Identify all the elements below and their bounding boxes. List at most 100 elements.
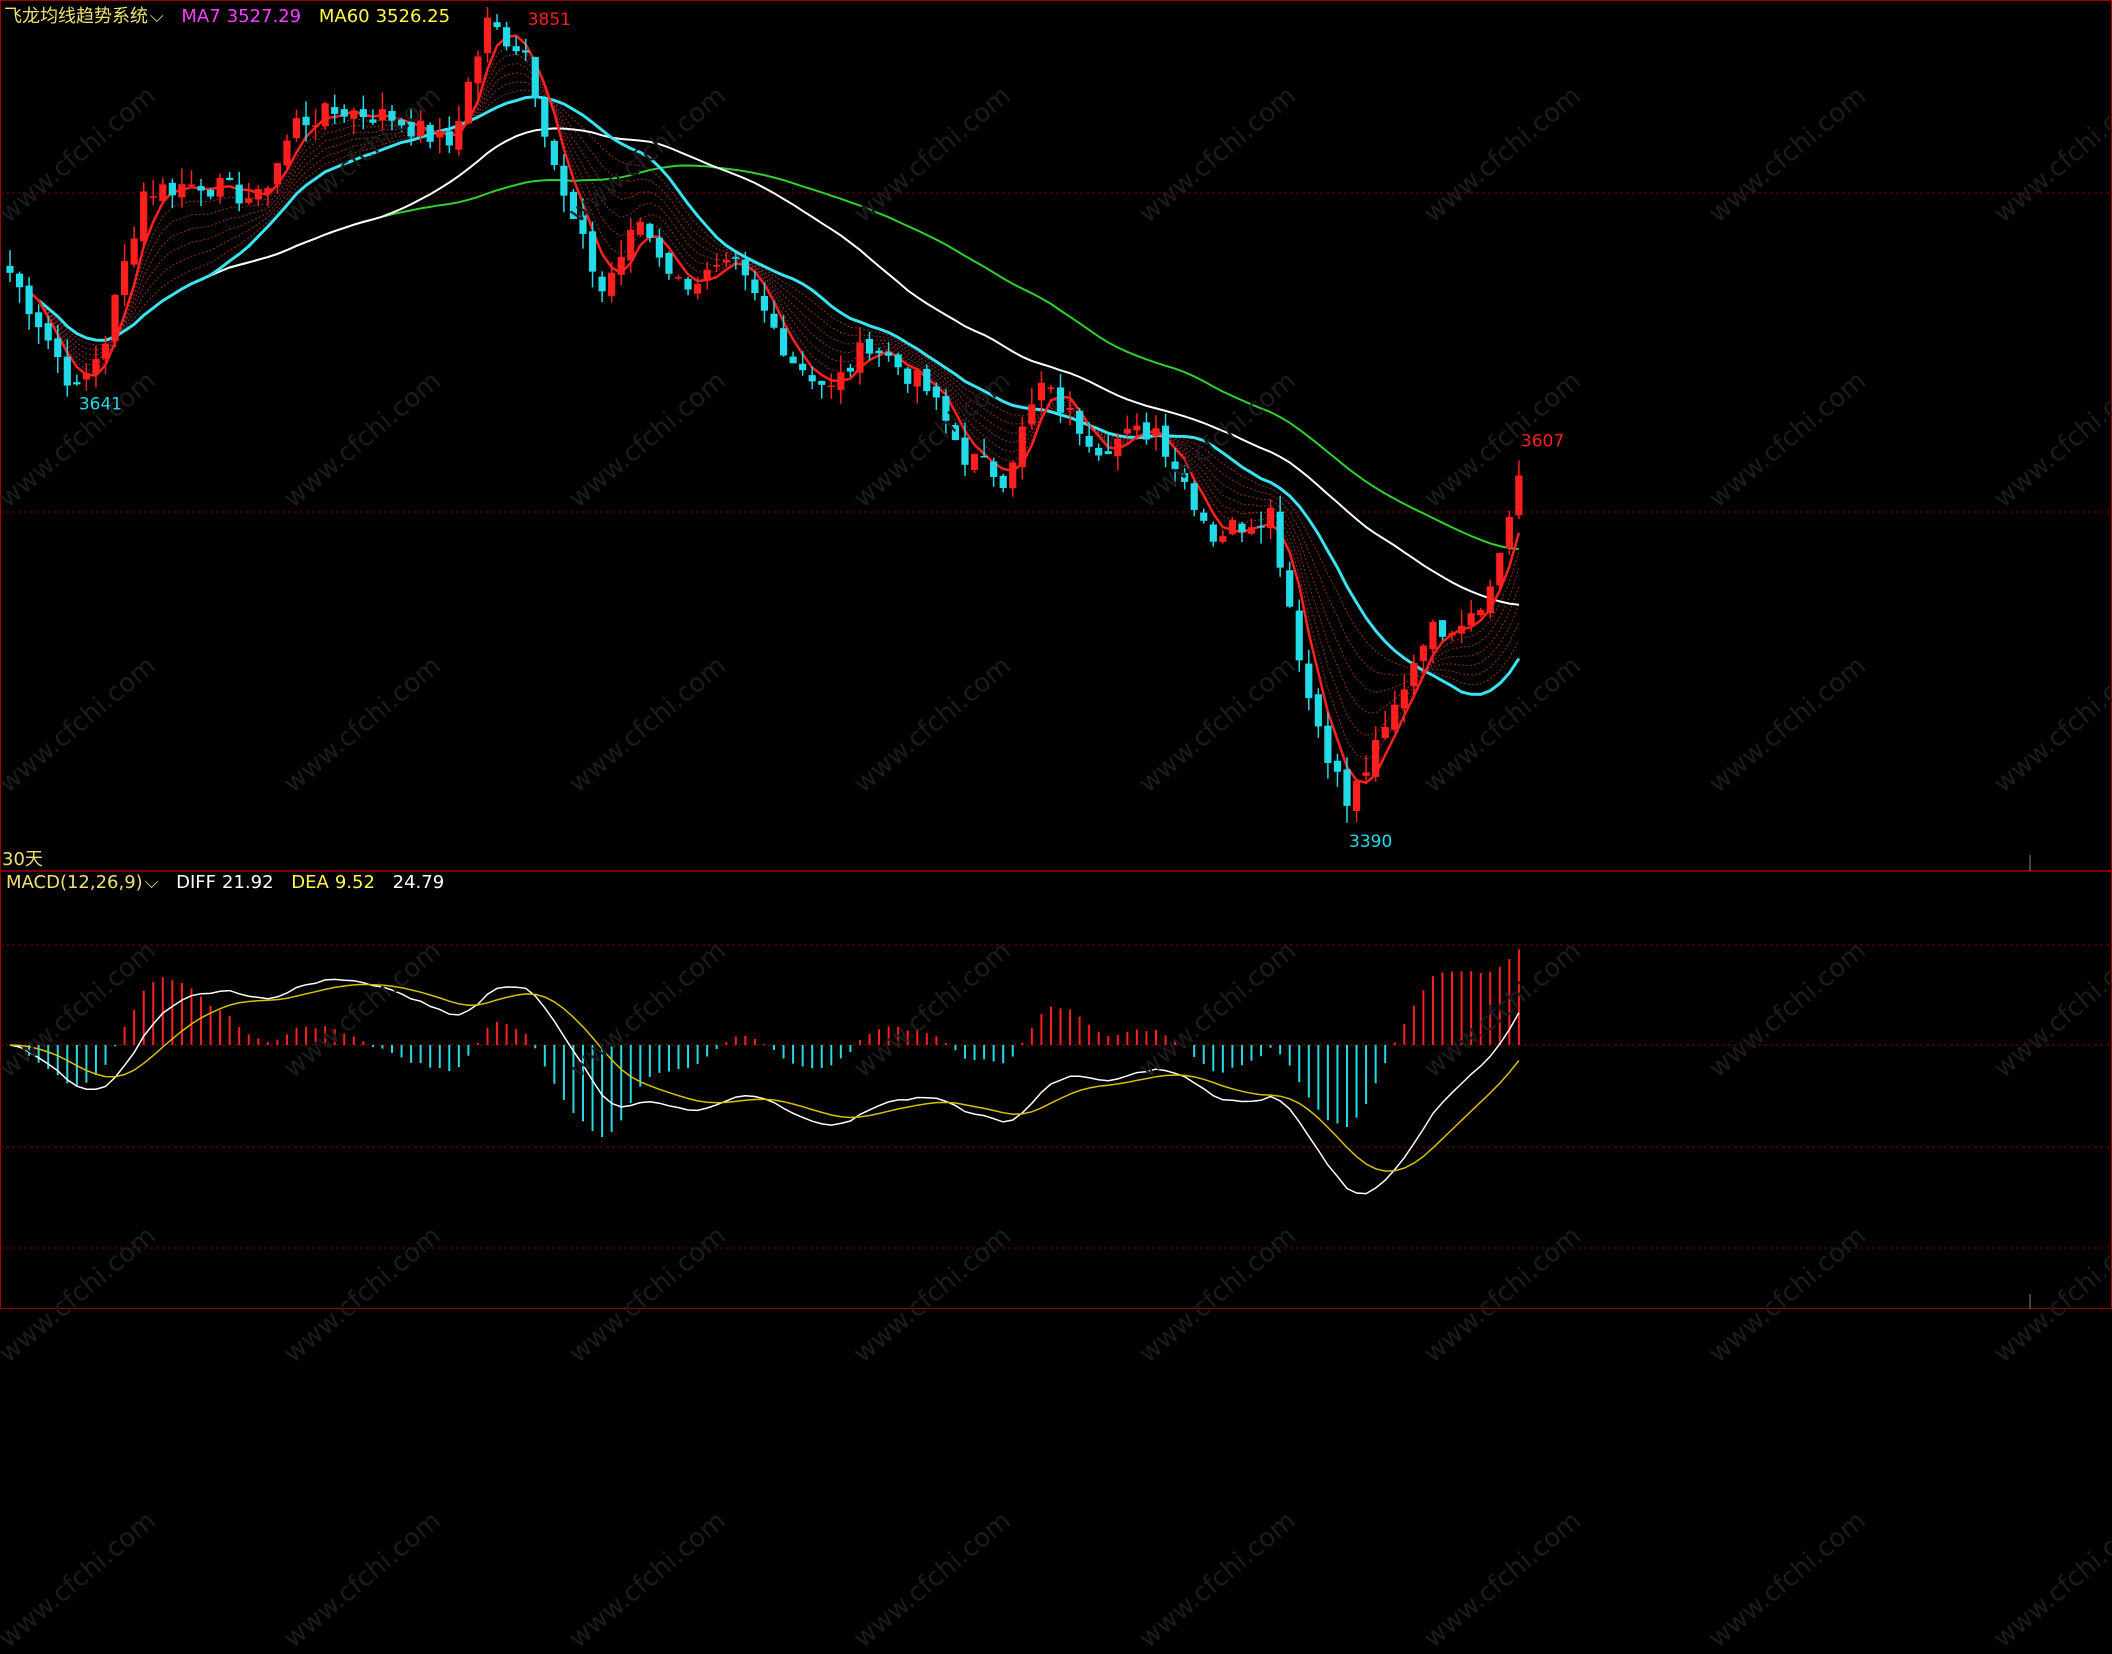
candle-body <box>588 231 597 272</box>
macd-value: 24.79 <box>392 872 445 893</box>
candle-body <box>445 131 453 146</box>
candle-body <box>340 109 348 117</box>
candle-body <box>1429 621 1437 650</box>
candle-body <box>550 140 558 166</box>
candle-body <box>1391 704 1399 730</box>
watermark-text: www.cfchi.com <box>0 1505 162 1654</box>
candle-body <box>579 215 587 234</box>
candle-body <box>245 198 253 203</box>
candle-body <box>359 109 367 118</box>
candle-body <box>1343 769 1351 806</box>
candle-body <box>1515 475 1523 516</box>
candle-body <box>837 372 845 390</box>
candle-body <box>703 269 711 281</box>
watermark-text: www.cfchi.com <box>848 1505 1017 1654</box>
ma60-label: MA60 <box>318 6 370 27</box>
ma-cyan-line <box>37 95 1521 696</box>
price-annotation: 3851 <box>528 10 571 30</box>
candle-body <box>942 396 950 421</box>
candle-body <box>264 188 272 194</box>
candle-body <box>779 328 788 356</box>
candle-body <box>856 342 864 373</box>
candle-body <box>474 56 482 84</box>
ma-ribbon-line <box>28 89 1520 686</box>
candle-body <box>101 343 110 359</box>
candle-body <box>1352 780 1361 812</box>
candle-body <box>283 140 291 166</box>
candle-body <box>808 375 816 382</box>
candle-body <box>187 184 196 187</box>
indicator-name[interactable]: 飞龙均线趋势系统 <box>4 6 148 27</box>
price-annotation: 3641 <box>79 395 122 415</box>
candle-body <box>560 165 568 196</box>
watermark-text: www.cfchi.com <box>1703 1505 1872 1654</box>
diff-line <box>9 978 1520 1195</box>
watermark-text: www.cfchi.com <box>1133 1505 1302 1654</box>
candle-body <box>1161 425 1170 457</box>
candle-body <box>1324 725 1332 764</box>
candle-body <box>178 184 186 198</box>
candle-body <box>1114 438 1122 456</box>
ma-red-line <box>28 34 1521 785</box>
candle-body <box>1181 473 1189 482</box>
candle-body <box>789 356 797 364</box>
candle-body <box>923 368 931 392</box>
candle-body <box>73 382 81 385</box>
candle-body <box>1467 613 1475 626</box>
candle-body <box>1190 483 1198 511</box>
kline-chart[interactable]: 3641 3851 3390 3607 <box>0 0 2112 1309</box>
candle-body <box>655 237 663 258</box>
candle-body <box>1410 662 1418 687</box>
chart-frame <box>0 0 2112 1309</box>
candle-body <box>1228 520 1236 535</box>
candle-body <box>1056 387 1065 413</box>
candle-body <box>741 259 749 276</box>
candle-body <box>1381 726 1389 739</box>
candle-body <box>617 256 625 275</box>
dea-label: DEA <box>291 872 329 893</box>
candle-body <box>885 352 893 356</box>
candle-body <box>1123 428 1131 434</box>
dea-value: 9.52 <box>334 872 375 893</box>
candle-body <box>159 184 167 202</box>
candle-body <box>1458 625 1466 634</box>
candle-body <box>1305 663 1313 699</box>
candle-body <box>302 116 310 126</box>
candle-body <box>1496 552 1504 586</box>
candle-body <box>35 312 43 328</box>
candle-body <box>1152 428 1160 437</box>
candle-body <box>1219 536 1227 542</box>
candle-body <box>1362 772 1370 776</box>
macd-name[interactable]: MACD(12,26,9) <box>6 872 143 893</box>
candle-body <box>713 265 721 267</box>
chevron-down-icon[interactable]: ⌵ <box>144 872 159 893</box>
candle-body <box>63 356 71 386</box>
candle-body <box>951 424 960 441</box>
chevron-down-icon[interactable]: ⌵ <box>150 6 164 27</box>
candle-body <box>92 358 100 375</box>
watermark-text: www.cfchi.com <box>1988 1505 2112 1654</box>
ma-ribbon-line <box>28 62 1520 714</box>
candle-body <box>312 125 320 127</box>
candle-body <box>1267 508 1275 529</box>
candle-body <box>216 177 224 197</box>
candle-body <box>990 461 998 477</box>
price-annotation: 3390 <box>1349 832 1392 852</box>
candle-body <box>760 295 769 311</box>
candle-body <box>407 121 415 137</box>
main-header: 飞龙均线趋势系统 ⌵ MA7 3527.29 MA60 3526.25 <box>4 2 462 28</box>
ma-white-line <box>57 127 1520 606</box>
candle-body <box>1028 404 1036 425</box>
candle-body <box>846 367 854 372</box>
candle-body <box>130 238 138 265</box>
ma-ribbon-line <box>28 44 1520 760</box>
candle-body <box>608 272 616 296</box>
candle-body <box>598 276 606 292</box>
candle-body <box>1438 620 1447 637</box>
candle-body <box>1018 426 1026 468</box>
candle-body <box>1076 410 1084 434</box>
candle-body <box>1295 610 1303 661</box>
candle-body <box>292 118 301 139</box>
candle-body <box>149 196 157 198</box>
